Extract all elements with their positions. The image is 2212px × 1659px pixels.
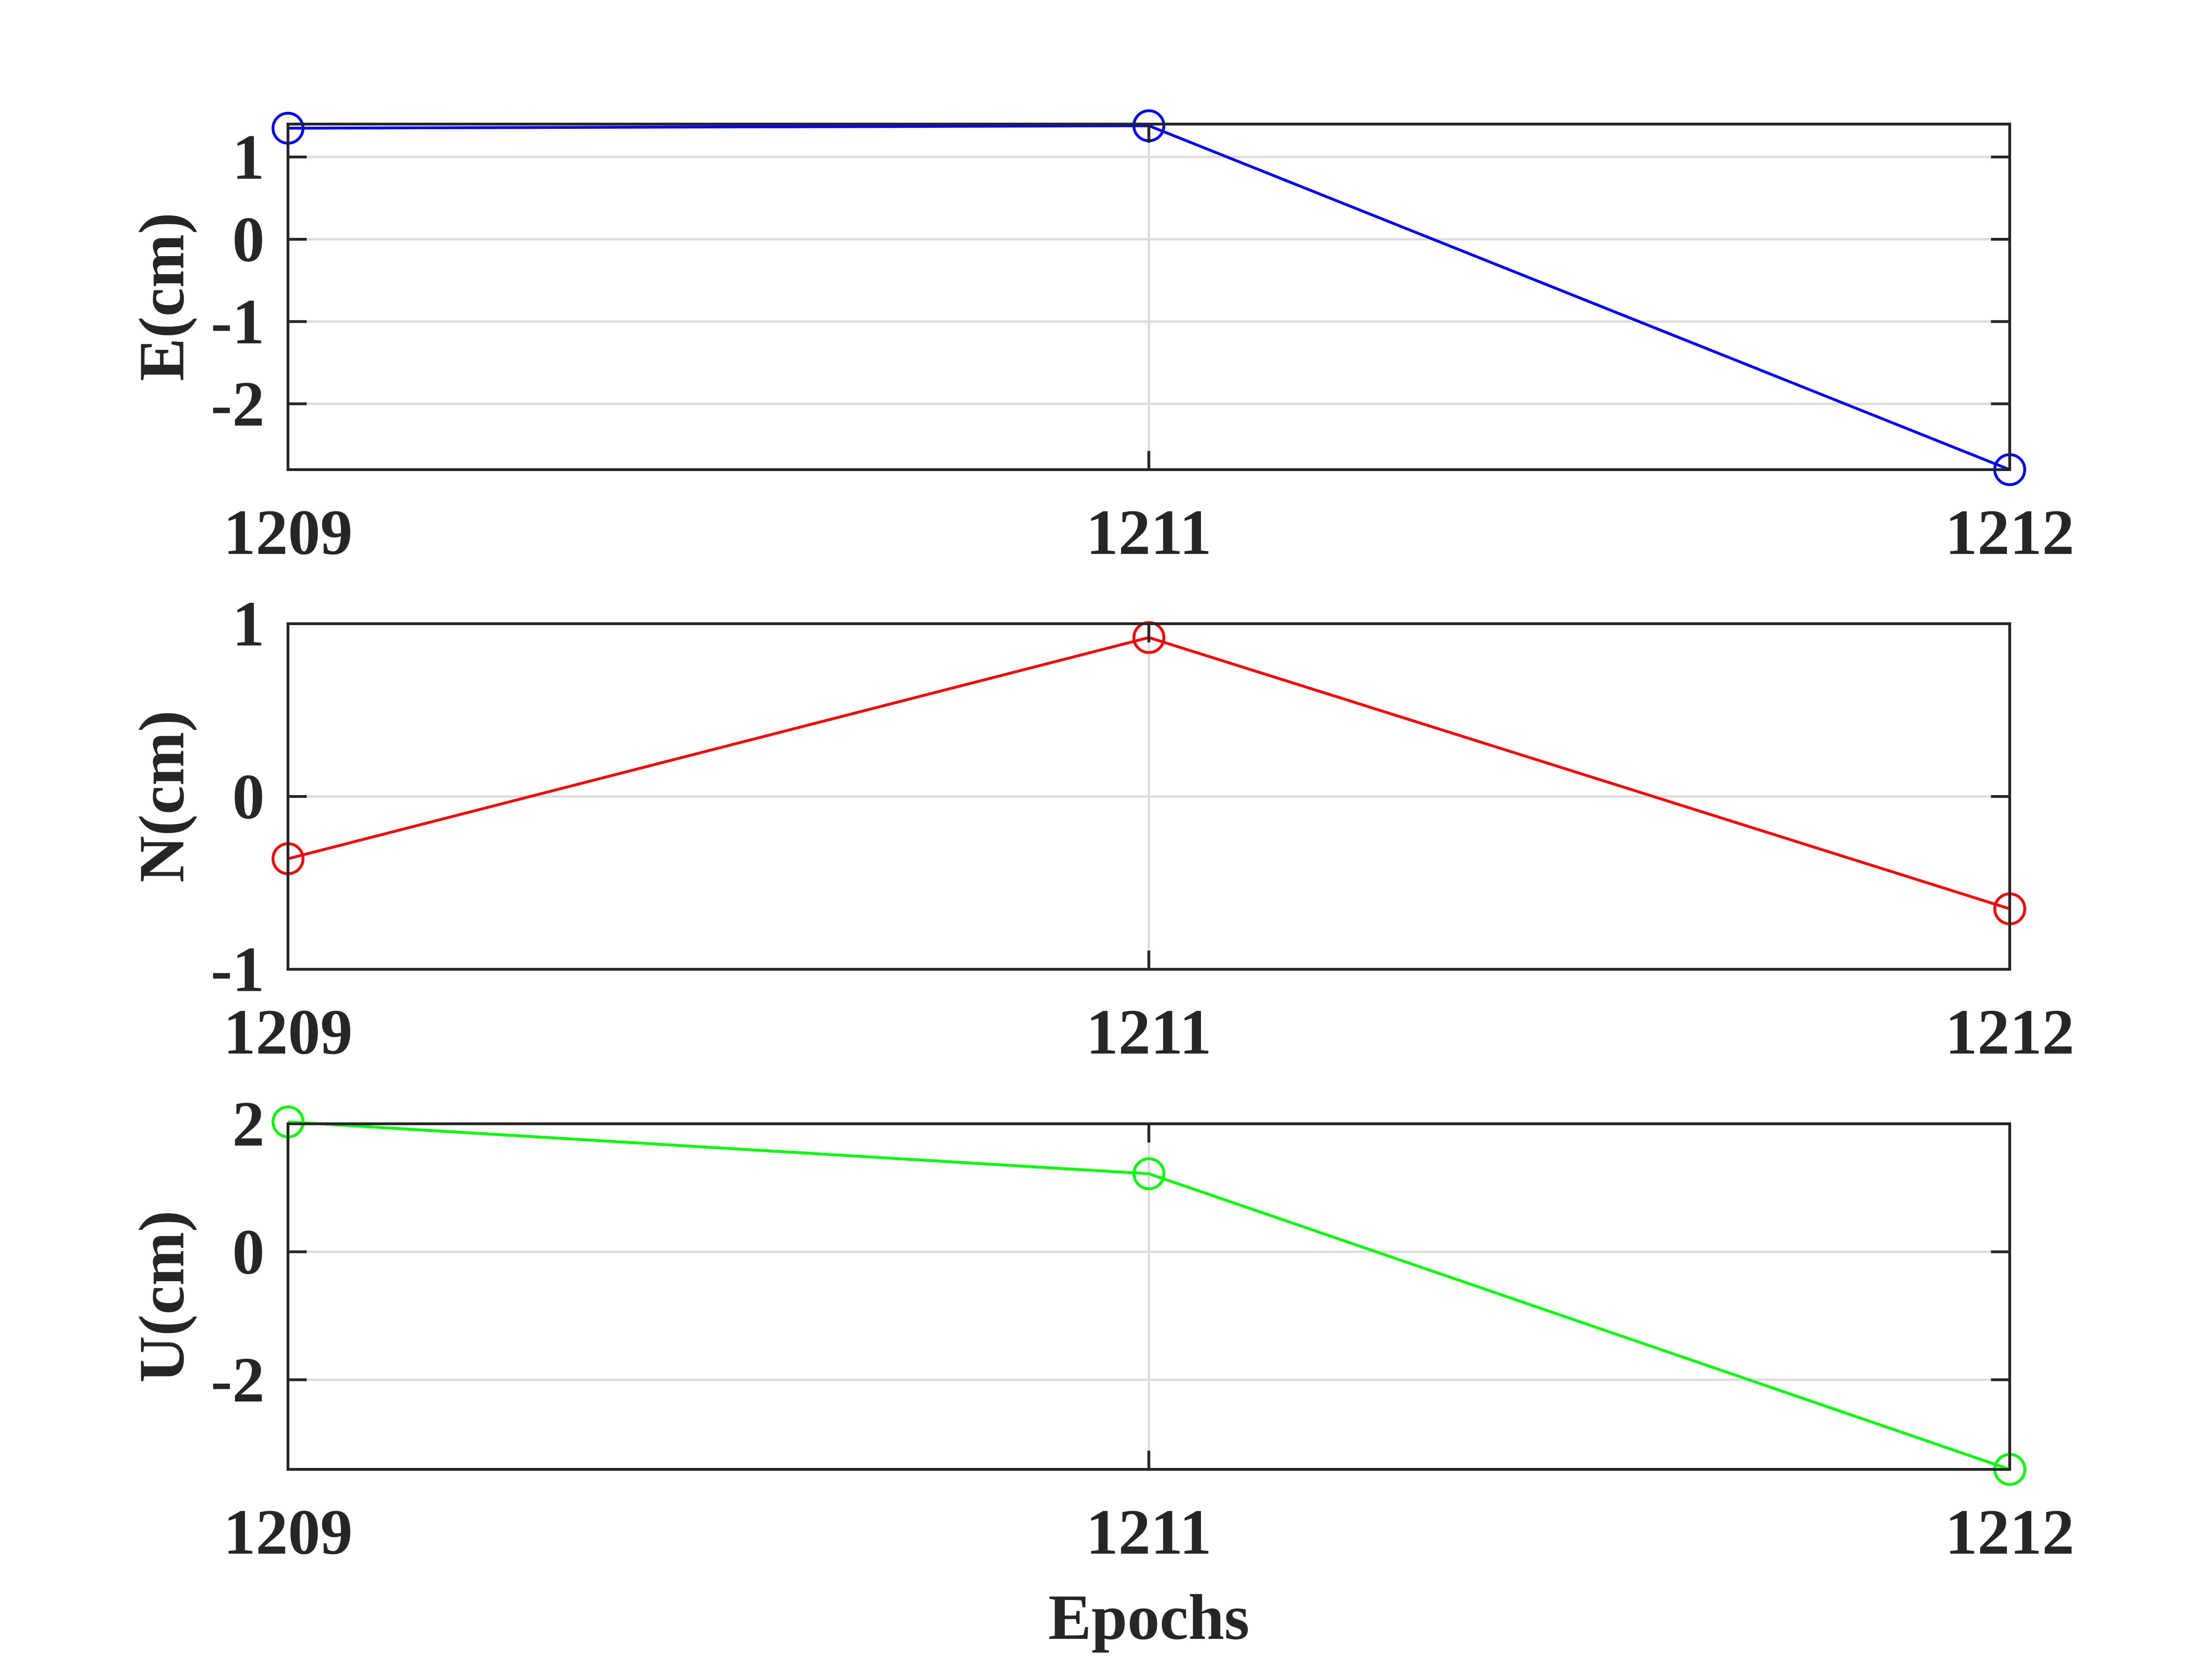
y-tick-label-north: -1 xyxy=(211,934,265,1005)
data-point-up xyxy=(1132,1157,1165,1190)
x-tick-label-east: 1211 xyxy=(1086,496,1211,568)
series-line-up xyxy=(288,1120,2010,1471)
x-tick-label-east: 1209 xyxy=(223,496,353,568)
y-tick-label-east: 1 xyxy=(232,121,265,193)
x-tick-label-east: 1212 xyxy=(1945,496,2074,568)
x-axis-label: Epochs xyxy=(1048,1581,1250,1653)
x-tick-label-up: 1211 xyxy=(1086,1496,1211,1568)
y-tick-label-up: 2 xyxy=(232,1088,265,1160)
y-tick-label-east: -1 xyxy=(211,286,265,357)
subplot-east: 1 0 -1 -2 1209 1211 1212 E(cm) xyxy=(126,109,2074,568)
y-axis-label-up: U(cm) xyxy=(126,1210,198,1383)
y-tick-label-up: -2 xyxy=(211,1344,265,1416)
y-tick-label-east: -2 xyxy=(211,368,265,440)
y-axis-label-east: E(cm) xyxy=(126,213,198,381)
subplot-up: 2 0 -2 1209 1211 1212 U(cm) Epochs xyxy=(126,1088,2075,1653)
y-tick-label-north: 0 xyxy=(232,761,265,833)
y-tick-label-up: 0 xyxy=(232,1216,265,1288)
x-tick-label-north: 1211 xyxy=(1086,996,1211,1068)
x-tick-label-up: 1209 xyxy=(223,1496,353,1568)
x-tick-label-north: 1209 xyxy=(223,996,353,1068)
y-tick-label-east: 0 xyxy=(232,204,265,275)
x-tick-label-north: 1212 xyxy=(1945,996,2074,1068)
y-tick-label-north: 1 xyxy=(232,588,265,660)
x-tick-label-up: 1212 xyxy=(1945,1496,2074,1568)
y-axis-label-north: N(cm) xyxy=(126,710,198,883)
